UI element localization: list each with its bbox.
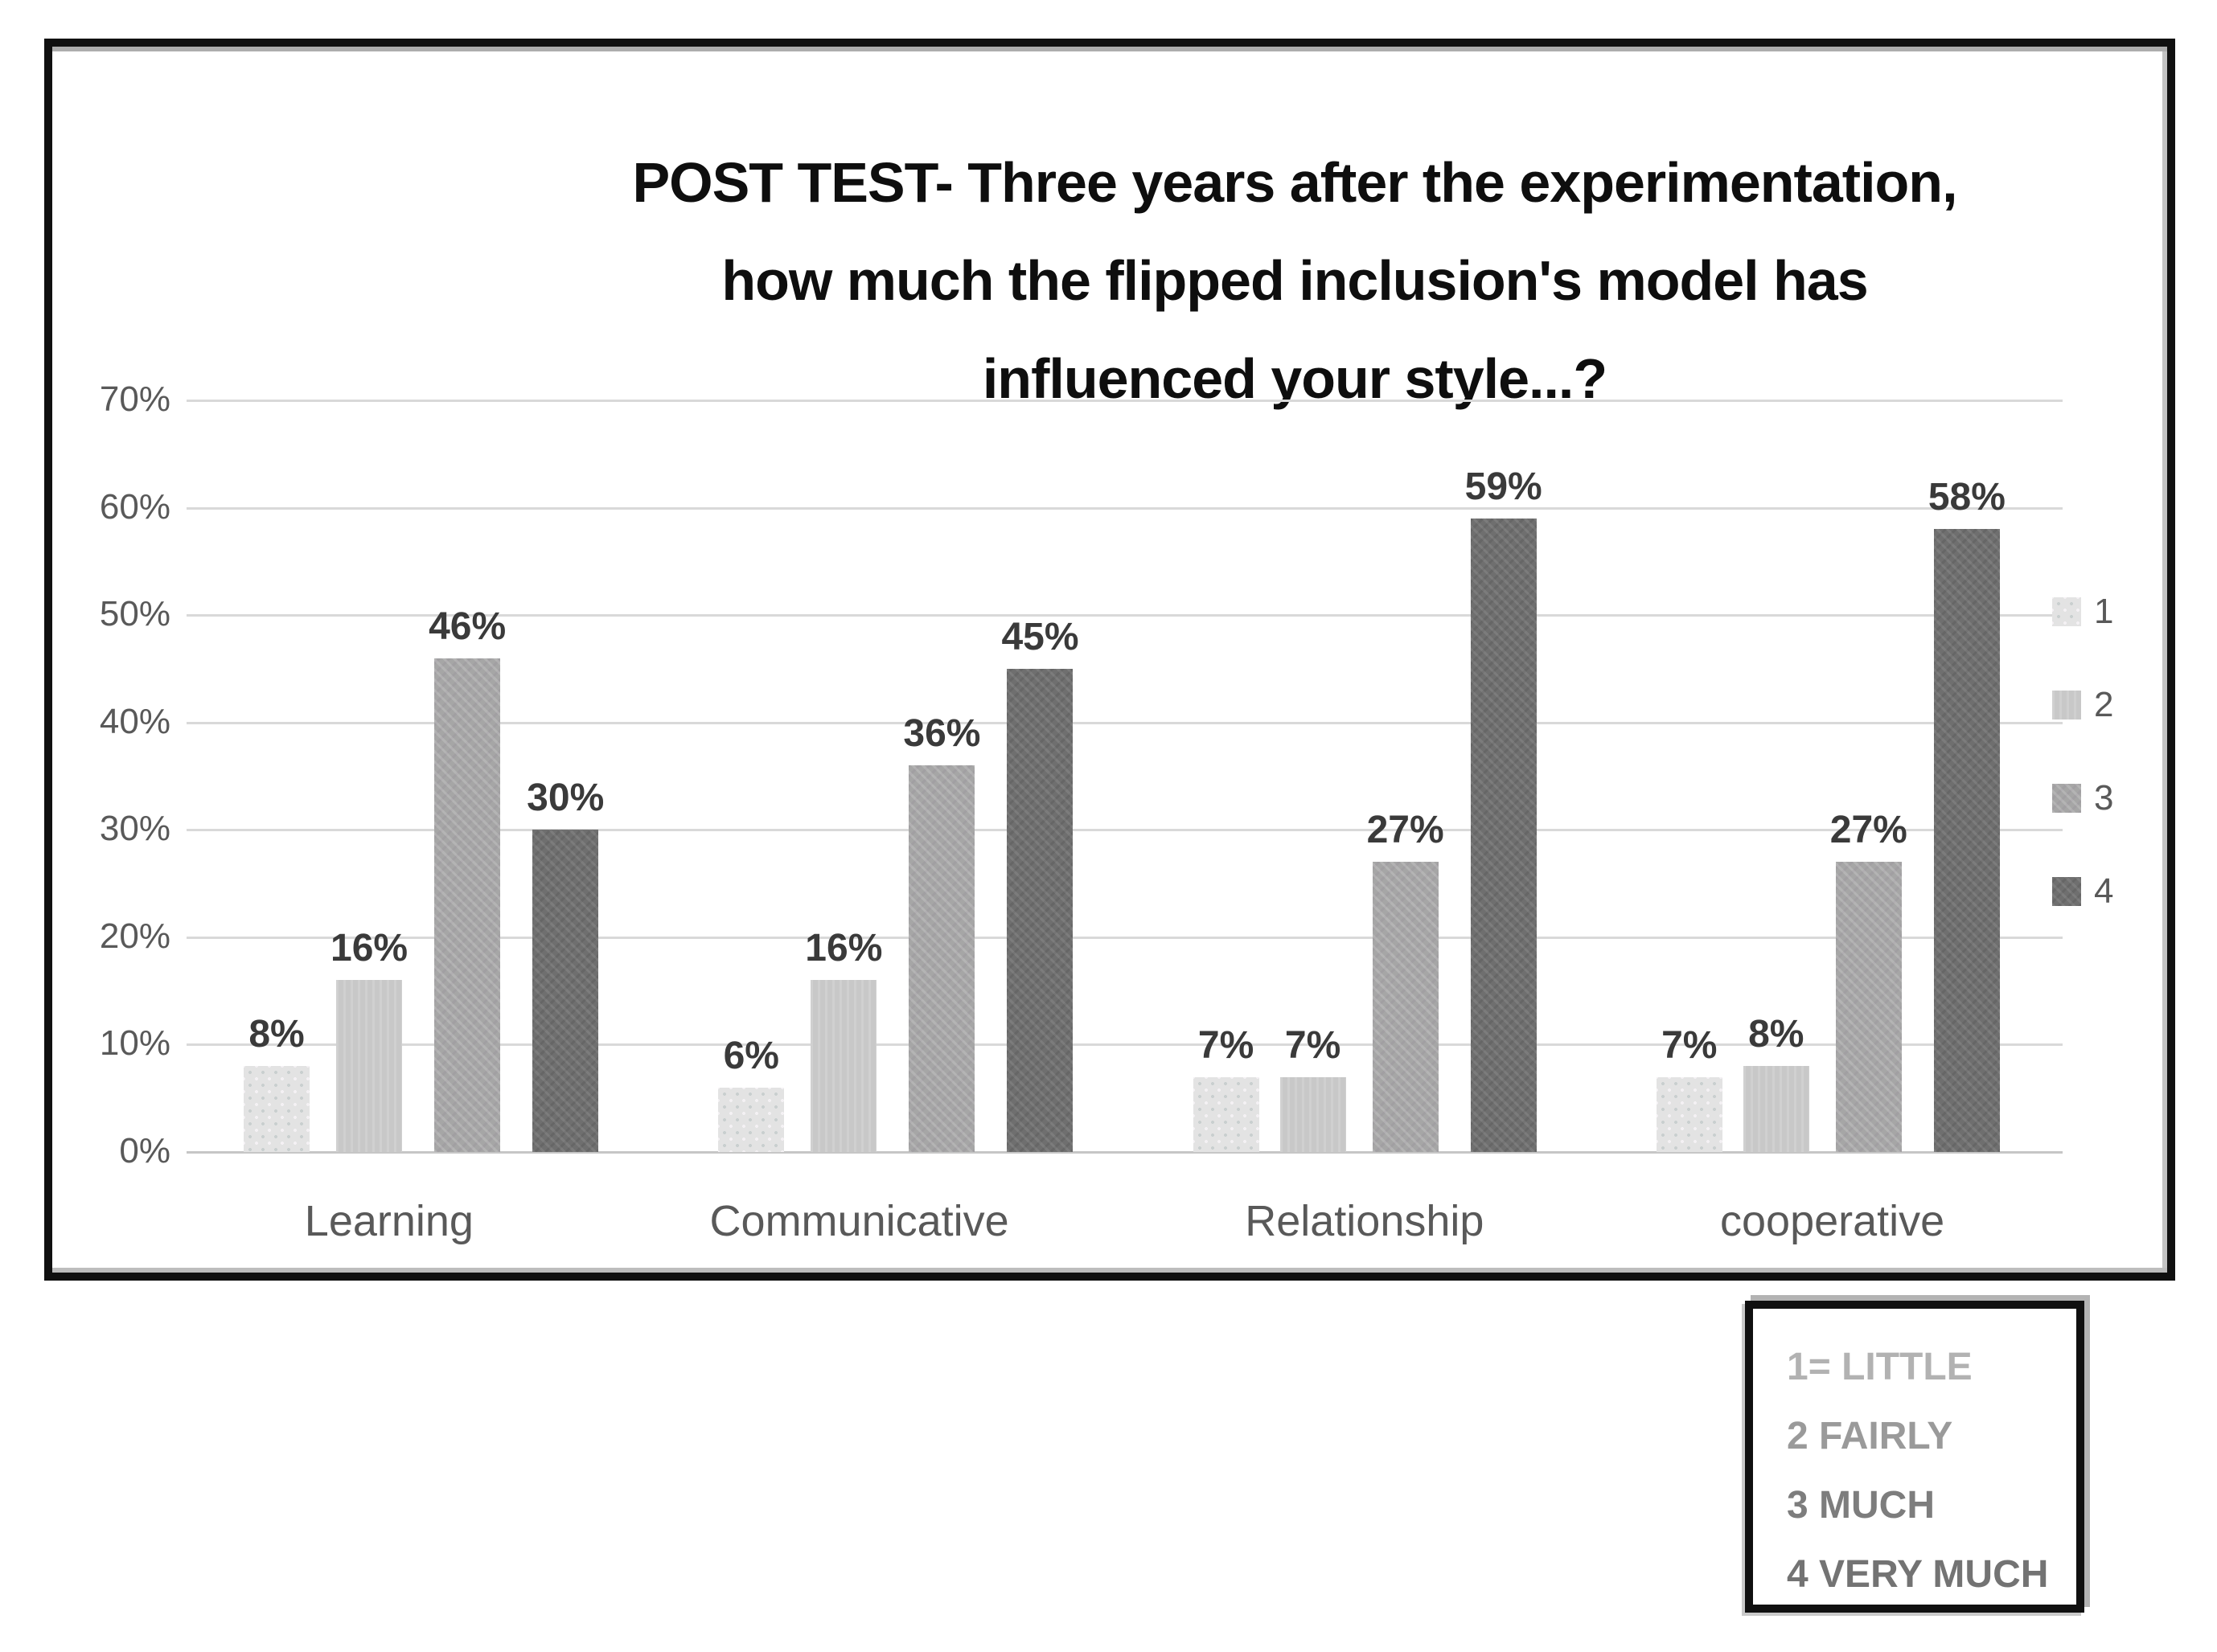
bar-wrap: 27% (1830, 400, 1907, 1152)
bar-series-4-communicative (1007, 668, 1074, 1152)
legend-item: 4 (2052, 871, 2113, 912)
bar-wrap: 16% (330, 400, 408, 1152)
bar-group: 6% 16% 36% 45% (718, 400, 1079, 1152)
gridline (187, 936, 2063, 939)
gridline (187, 506, 2063, 510)
bar-series-3-learning (434, 658, 501, 1152)
x-category-label: cooperative (1720, 1197, 1945, 1245)
y-tick-label: 20% (99, 916, 170, 956)
bar-group: 7% 8% 27% 58% (1656, 400, 2006, 1152)
bar-wrap: 8% (1743, 400, 1809, 1152)
y-tick-label: 0% (119, 1131, 170, 1170)
bar-wrap: 7% (1656, 400, 1722, 1152)
y-tick-label: 70% (99, 379, 170, 419)
legend-item: 3 (2052, 778, 2113, 818)
rating-key-box: 1= LITTLE 2 FAIRLY 3 MUCH 4 VERY MUCH (1745, 1301, 2084, 1613)
x-category-label: Communicative (709, 1197, 1009, 1245)
chart-title: POST TEST- Three years after the experim… (632, 151, 1957, 410)
bar-value-label: 8% (248, 1013, 305, 1056)
bar-group: 8% 16% 46% 30% (244, 400, 604, 1152)
bar-series-1-relationship (1193, 1076, 1259, 1152)
x-category-label: Relationship (1245, 1197, 1484, 1245)
bar-series-3-relationship (1372, 862, 1439, 1152)
bars-row: 8% 16% 46% 30% 6% 16% 36% 45% 7% 7% 27% 59% 7% 8% 27% 5… (187, 400, 2063, 1152)
bar-wrap: 36% (903, 400, 980, 1152)
bar-wrap: 7% (1193, 400, 1259, 1152)
y-tick-label: 30% (99, 809, 170, 849)
bar-value-label: 16% (805, 927, 883, 970)
legend-item: 2 (2052, 685, 2113, 725)
legend-swatch (2052, 784, 2081, 813)
bar-value-label: 59% (1464, 465, 1542, 508)
bar-wrap: 59% (1465, 400, 1542, 1152)
y-tick-label: 40% (99, 701, 170, 741)
rating-key-item: 3 MUCH (1787, 1484, 1936, 1527)
gridline (187, 1043, 2063, 1047)
bar-wrap: 46% (429, 400, 506, 1152)
bar-wrap: 16% (805, 400, 882, 1152)
bar-group: 7% 7% 27% 59% (1193, 400, 1542, 1152)
bar-value-label: 7% (1197, 1023, 1254, 1067)
x-category-label: Learning (304, 1197, 474, 1245)
bar-value-label: 45% (1001, 615, 1079, 658)
bar-value-label: 36% (903, 712, 981, 756)
legend-swatch (2052, 877, 2081, 906)
plot-area (187, 400, 2063, 1154)
bar-series-4-relationship (1470, 518, 1537, 1152)
y-tick-label: 60% (99, 486, 170, 527)
legend-swatch (2052, 691, 2081, 719)
y-tick-label: 10% (99, 1023, 170, 1064)
legend-label: 3 (2094, 778, 2114, 818)
bar-value-label: 27% (1366, 809, 1444, 852)
bar-value-label: 7% (1661, 1023, 1718, 1067)
bar-value-label: 46% (429, 605, 507, 648)
bar-wrap: 7% (1279, 400, 1346, 1152)
bar-series-1-cooperative (1656, 1076, 1722, 1152)
bar-value-label: 6% (723, 1034, 779, 1077)
bar-series-2-relationship (1279, 1076, 1346, 1152)
bar-wrap: 6% (718, 400, 785, 1152)
bar-series-3-cooperative (1835, 862, 1902, 1152)
legend-swatch (2052, 597, 2081, 626)
legend-label: 1 (2094, 592, 2114, 631)
bar-series-1-learning (244, 1066, 310, 1152)
gridline (187, 400, 2063, 402)
bar-series-4-cooperative (1933, 529, 2000, 1152)
rating-key-item: 2 FAIRLY (1787, 1415, 1953, 1457)
gridline (187, 614, 2063, 617)
bar-value-label: 30% (527, 777, 605, 820)
bar-series-2-learning (336, 980, 403, 1152)
bar-wrap: 27% (1367, 400, 1444, 1152)
bar-series-4-learning (532, 830, 599, 1152)
legend-label: 4 (2094, 871, 2114, 911)
bar-series-1-communicative (718, 1087, 785, 1152)
gridline (187, 829, 2063, 832)
bar-wrap: 8% (244, 400, 310, 1152)
rating-key-item: 1= LITTLE (1787, 1346, 1973, 1388)
bar-value-label: 27% (1829, 809, 1907, 852)
bar-value-label: 16% (330, 927, 409, 970)
bar-wrap: 30% (527, 400, 604, 1152)
bar-value-label: 7% (1284, 1023, 1341, 1067)
bar-value-label: 8% (1748, 1013, 1804, 1056)
bar-value-label: 58% (1928, 476, 2006, 519)
bar-wrap: 58% (1928, 400, 2006, 1152)
y-tick-label: 50% (99, 594, 170, 634)
bar-series-2-cooperative (1743, 1066, 1809, 1152)
legend-label: 2 (2094, 685, 2114, 724)
gridline (187, 1151, 2063, 1154)
gridline (187, 721, 2063, 724)
bar-series-2-communicative (811, 980, 877, 1152)
bar-series-3-communicative (909, 765, 975, 1152)
x-axis: Learning Communicative Relationship coopera… (187, 1196, 2063, 1246)
rating-key-item: 4 VERY MUCH (1787, 1553, 2049, 1596)
bar-wrap: 45% (1001, 400, 1079, 1152)
legend-item: 1 (2052, 592, 2113, 632)
series-legend: 1 2 3 4 (2052, 592, 2113, 912)
